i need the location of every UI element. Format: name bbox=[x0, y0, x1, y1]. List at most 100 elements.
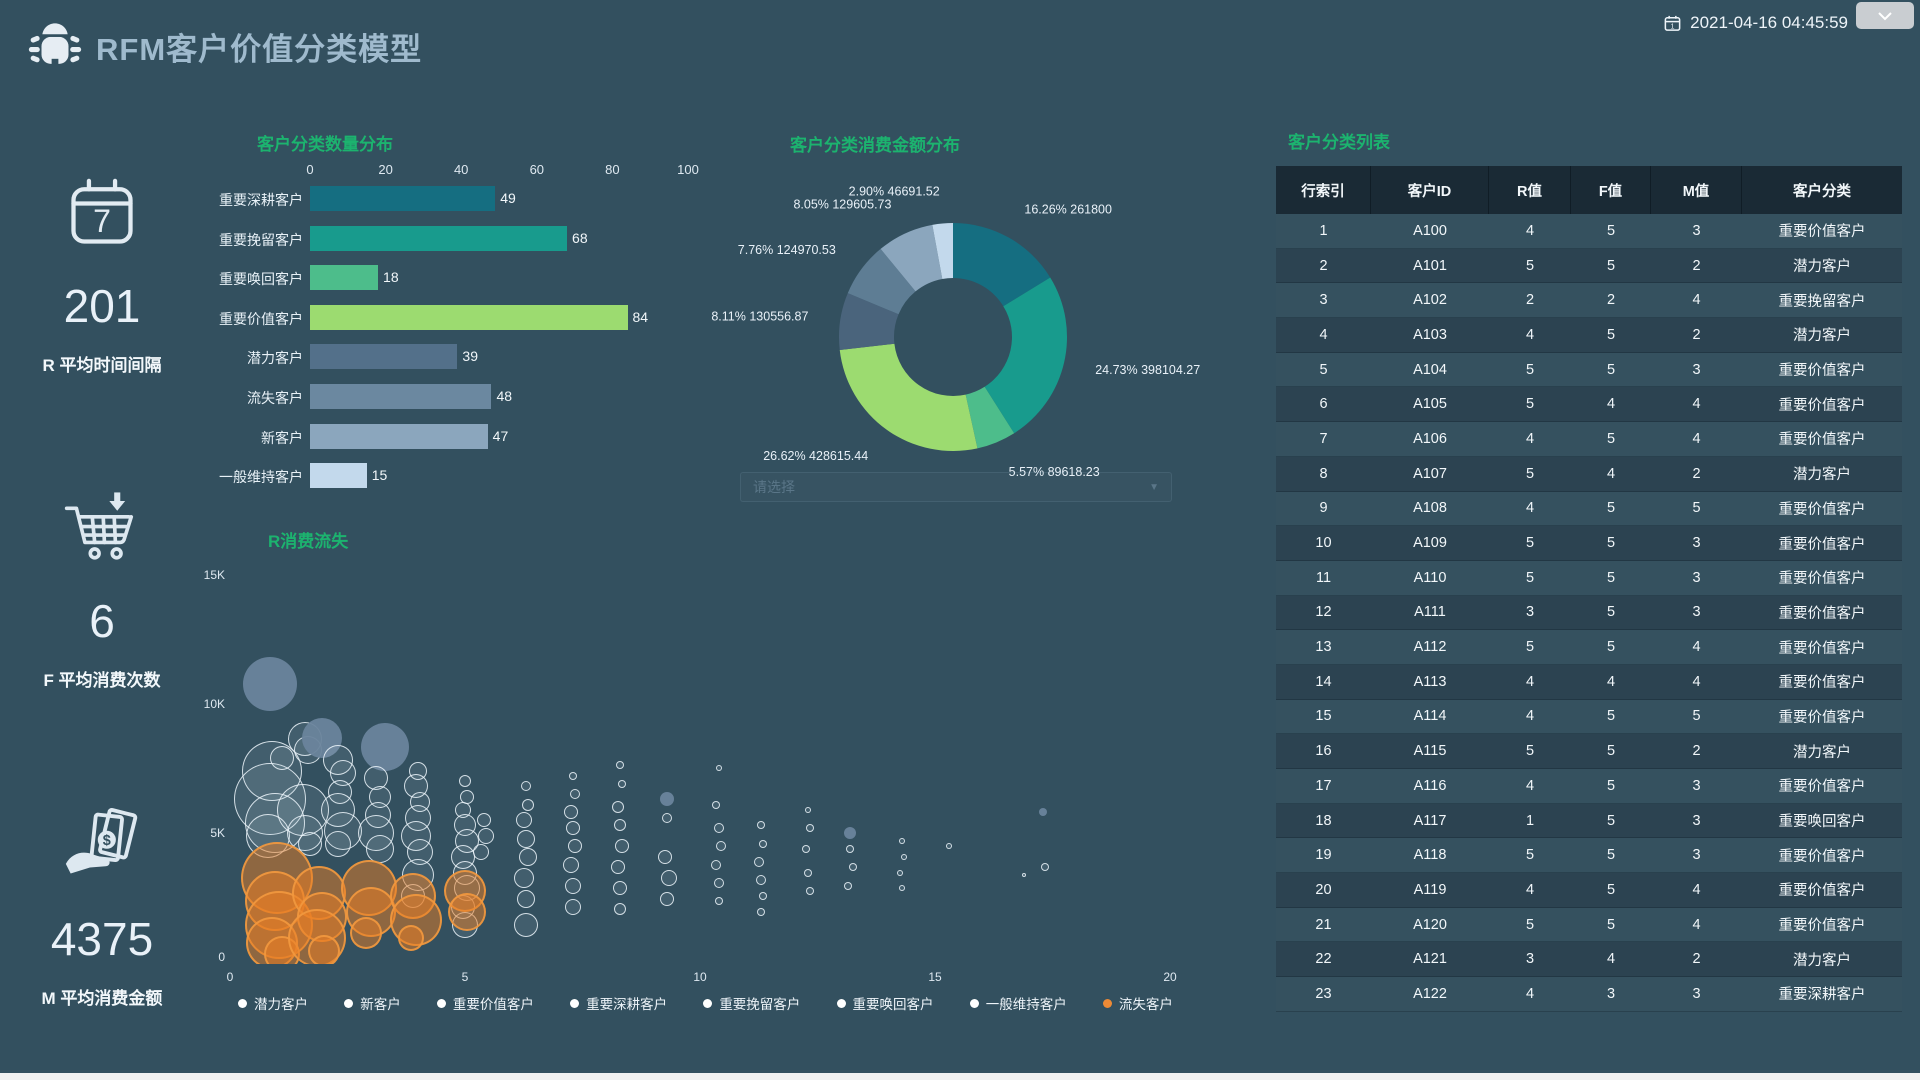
pie-slice-label: 2.90% 46691.52 bbox=[849, 185, 940, 199]
pie-slice-label: 26.62% 428615.44 bbox=[763, 449, 868, 463]
table-cell: 5 bbox=[1525, 257, 1535, 274]
x-tick: 60 bbox=[529, 162, 545, 177]
category-select[interactable]: 请选择 ▼ bbox=[740, 472, 1172, 502]
bar-row: 潜力客户 39 bbox=[215, 344, 720, 370]
table-cell: 5 bbox=[1319, 361, 1328, 378]
table-cell: 2 bbox=[1692, 257, 1701, 274]
bubble bbox=[844, 827, 857, 840]
legend-item[interactable]: 重要唤回客户 bbox=[836, 993, 934, 1013]
table-cell: 2 bbox=[1692, 951, 1701, 968]
bar-value-label: 15 bbox=[371, 467, 388, 484]
table-cell: 5 bbox=[1525, 847, 1535, 864]
table-cell: 3 bbox=[1692, 812, 1701, 829]
bar-fill bbox=[310, 463, 367, 489]
bar-category-label: 重要深耕客户 bbox=[219, 192, 303, 208]
bubble bbox=[615, 839, 630, 854]
table-cell: 4 bbox=[1692, 673, 1701, 690]
table-cell: 4 bbox=[1525, 985, 1535, 1002]
table-cell: 3 bbox=[1692, 569, 1701, 586]
bubble bbox=[662, 812, 673, 823]
table-row: 1 A100 4 5 3 重要价值客户 bbox=[1276, 214, 1902, 249]
table-header-cell: 客户分类 bbox=[1793, 183, 1851, 200]
table-cell: 3 bbox=[1319, 292, 1328, 309]
table-cell: 17 bbox=[1315, 777, 1332, 794]
bubble bbox=[473, 843, 490, 860]
table-cell: 潜力客户 bbox=[1793, 952, 1851, 969]
x-tick: 10 bbox=[693, 970, 707, 984]
legend-item[interactable]: 潜力客户 bbox=[238, 993, 308, 1013]
bar-row: 重要深耕客户 49 bbox=[215, 186, 720, 211]
bar-track bbox=[310, 225, 688, 251]
legend-item[interactable]: 重要深耕客户 bbox=[570, 993, 667, 1013]
bar-track bbox=[310, 265, 688, 291]
donut-chart-title: 客户分类消费金额分布 bbox=[790, 136, 960, 155]
legend-label: 流失客户 bbox=[1118, 997, 1173, 1012]
table-cell: 5 bbox=[1606, 569, 1616, 586]
table-title: 客户分类列表 bbox=[1288, 133, 1390, 152]
table-cell: 5 bbox=[1606, 604, 1616, 621]
bubble bbox=[712, 800, 721, 809]
bar-chart-panel: 客户分类数量分布 0 20 40 60 80 100 重要深耕客户 49 重要挽留客户 68 重要… bbox=[215, 130, 720, 514]
kpi-value: 201 bbox=[63, 280, 141, 332]
bubble bbox=[660, 792, 675, 807]
robot-icon bbox=[28, 23, 82, 66]
legend-item[interactable]: 流失客户 bbox=[1102, 993, 1173, 1013]
bubble bbox=[848, 863, 857, 872]
table-cell: 20 bbox=[1315, 881, 1332, 898]
table-row: 18 A117 1 5 3 重要唤回客户 bbox=[1276, 803, 1902, 839]
table-cell: A104 bbox=[1413, 361, 1447, 378]
table-cell: 4 bbox=[1525, 777, 1535, 794]
table-cell: 重要价值客户 bbox=[1778, 779, 1866, 796]
table-cell: 3 bbox=[1525, 951, 1535, 968]
y-tick: 10K bbox=[203, 697, 225, 711]
bubble-loss bbox=[350, 916, 383, 949]
table-cell: 4 bbox=[1525, 673, 1535, 690]
chevron-down-icon bbox=[1878, 11, 1892, 20]
table-cell: 18 bbox=[1315, 812, 1332, 829]
table-cell: 5 bbox=[1525, 361, 1535, 378]
page-title: RFM客户价值分类模型 bbox=[96, 32, 423, 67]
table-cell: 重要价值客户 bbox=[1778, 432, 1866, 449]
x-tick: 100 bbox=[677, 162, 699, 177]
bubble bbox=[521, 781, 532, 792]
bar-value-label: 18 bbox=[383, 269, 399, 286]
table-cell: A102 bbox=[1413, 292, 1447, 309]
table-cell: 重要价值客户 bbox=[1778, 224, 1866, 241]
bubble bbox=[563, 805, 578, 820]
table-row: 10 A109 5 5 3 重要价值客户 bbox=[1276, 526, 1902, 561]
table-cell: 5 bbox=[1606, 430, 1616, 447]
legend-item[interactable]: 新客户 bbox=[344, 993, 401, 1013]
collapse-button[interactable] bbox=[1856, 2, 1914, 29]
table-cell: 3 bbox=[1606, 985, 1616, 1002]
legend-item[interactable]: 重要挽留客户 bbox=[703, 993, 800, 1013]
x-tick: 80 bbox=[605, 162, 620, 177]
legend-dot-icon bbox=[570, 998, 580, 1008]
bar-track bbox=[310, 304, 688, 330]
bubble bbox=[570, 789, 581, 800]
pie-slice-label: 7.76% 124970.53 bbox=[738, 243, 836, 257]
table-cell: 5 bbox=[1606, 222, 1616, 239]
table-cell: 4 bbox=[1692, 396, 1701, 413]
bubble-loss bbox=[308, 934, 340, 964]
table-cell: 8 bbox=[1319, 465, 1328, 482]
date-picker[interactable]: 1 2021-04-16 04:45:59 bbox=[1663, 13, 1848, 33]
bubble bbox=[522, 798, 535, 811]
table-cell: A118 bbox=[1413, 847, 1447, 864]
legend-item[interactable]: 重要价值客户 bbox=[436, 993, 534, 1013]
legend-item[interactable]: 一般维持客户 bbox=[969, 993, 1067, 1013]
table-cell: A116 bbox=[1413, 777, 1447, 794]
legend-label: 重要挽留客户 bbox=[719, 997, 801, 1012]
bubble bbox=[661, 869, 678, 886]
bubble bbox=[805, 806, 812, 813]
table-cell: A120 bbox=[1413, 916, 1447, 933]
table-cell: 4 bbox=[1525, 881, 1535, 898]
donut-chart: 16.26% 261800 24.73% 398104.27 5.57% 89618… bbox=[711, 185, 1200, 479]
table-header-cell: M值 bbox=[1651, 166, 1742, 214]
table-cell: 4 bbox=[1606, 951, 1616, 968]
table-row: 21 A120 5 5 4 重要价值客户 bbox=[1276, 907, 1902, 943]
bubble-loss bbox=[397, 924, 424, 951]
table-cell: 2 bbox=[1525, 292, 1535, 309]
table-cell: 潜力客户 bbox=[1793, 744, 1851, 761]
bubble bbox=[478, 827, 495, 844]
legend-label: 潜力客户 bbox=[254, 997, 308, 1012]
